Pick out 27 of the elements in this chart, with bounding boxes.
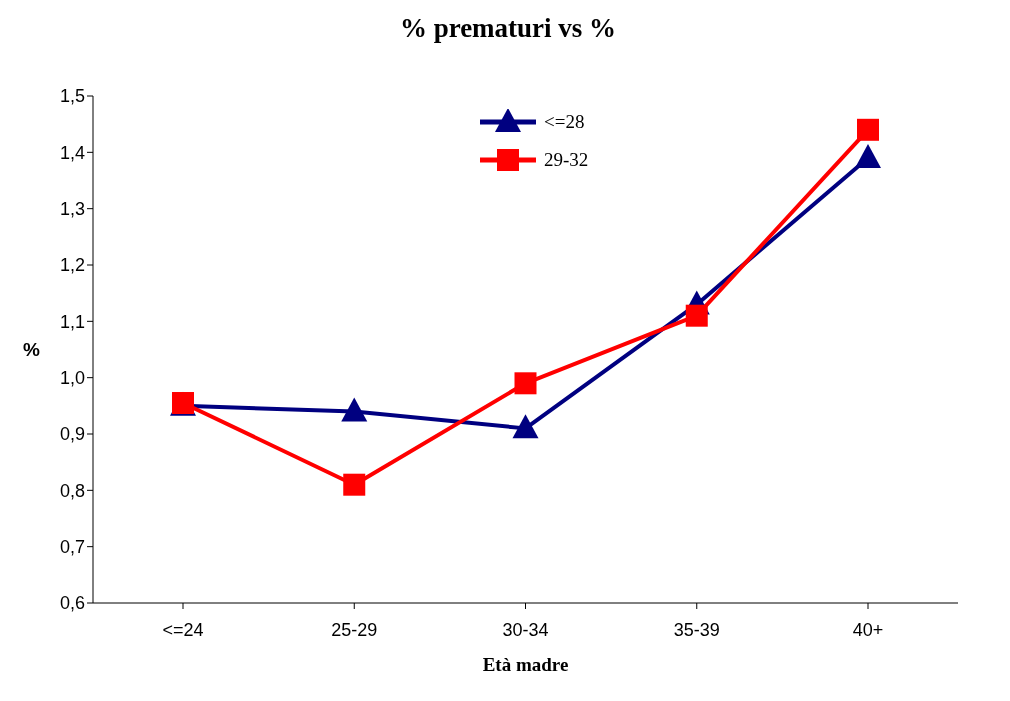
y-axis-title: %	[23, 339, 40, 361]
x-axis-title: Età madre	[482, 654, 569, 675]
point	[512, 414, 539, 439]
y-tick-label: 0,8	[59, 480, 85, 501]
y-tick-label: 1,2	[59, 255, 85, 276]
x-tick-label: 30-34	[502, 619, 549, 640]
y-tick-label: 1,1	[59, 311, 85, 332]
x-tick-label: 35-39	[673, 619, 720, 640]
y-tick-label: 1,0	[59, 368, 85, 389]
point	[855, 143, 881, 168]
y-tick-label: 0,9	[59, 424, 85, 445]
point	[857, 118, 879, 141]
legend-label: <=28	[544, 111, 585, 133]
y-tick-label: 1,5	[59, 86, 85, 107]
point	[685, 304, 708, 327]
x-tick-label: <=24	[162, 619, 204, 640]
y-tick-label: 0,6	[59, 593, 85, 614]
point	[341, 397, 368, 422]
x-tick-label: 25-29	[331, 619, 378, 640]
chart-title: % prematuri vs %	[398, 12, 618, 45]
y-tick-label: 1,3	[59, 199, 85, 220]
point	[514, 372, 537, 395]
y-tick-label: 0,7	[59, 537, 85, 558]
legend-label: 29-32	[544, 149, 589, 171]
point	[343, 473, 366, 496]
y-tick-label: 1,4	[59, 142, 85, 163]
x-tick-label: 40+	[852, 619, 884, 640]
